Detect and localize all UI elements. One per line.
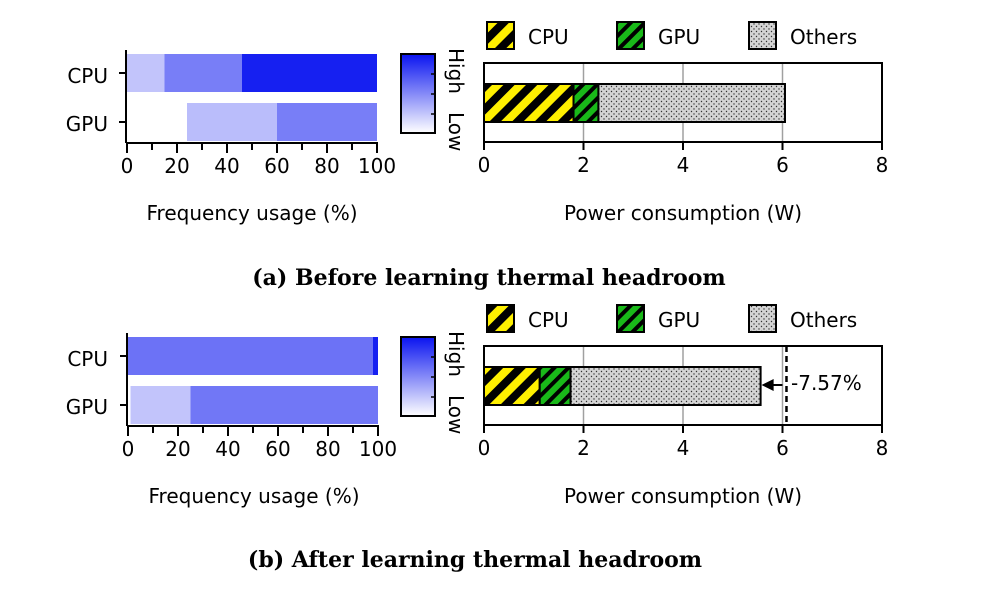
legend: CPU GPU Others bbox=[486, 304, 857, 333]
legend-label: CPU bbox=[528, 308, 569, 332]
power-bar-segment-others bbox=[597, 83, 786, 123]
legend-swatch-others bbox=[748, 21, 777, 50]
power-x-tick-label: 0 bbox=[478, 153, 491, 177]
reduction-annotation: -7.57% bbox=[791, 371, 862, 395]
power-x-axis: 0 2 4 6 8 bbox=[478, 142, 889, 177]
heatmap-x-tick-label: 40 bbox=[214, 154, 239, 178]
heatmap-x-tick-label: 20 bbox=[165, 437, 190, 461]
heatmap-cell bbox=[190, 386, 378, 424]
reduction-arrow bbox=[761, 379, 783, 391]
power-x-tick-label: 0 bbox=[478, 436, 491, 460]
heatmap-x-tick-label: 0 bbox=[121, 154, 134, 178]
power-x-tick-label: 8 bbox=[876, 436, 889, 460]
power-x-axis: 0 2 4 6 8 bbox=[478, 425, 889, 460]
legend-swatch-cpu bbox=[486, 21, 515, 50]
power-x-tick-label: 2 bbox=[577, 153, 590, 177]
power-bar-segment-gpu bbox=[572, 83, 600, 123]
legend-label: GPU bbox=[658, 308, 700, 332]
legend-label: CPU bbox=[528, 25, 569, 49]
power-bar-segment-others bbox=[569, 366, 762, 406]
power-x-tick-label: 6 bbox=[776, 153, 789, 177]
power-bars bbox=[483, 83, 786, 123]
power-bar-segment-cpu bbox=[483, 366, 541, 406]
heatmap-cell bbox=[130, 386, 191, 424]
heatmap-x-tick-label: 60 bbox=[265, 437, 290, 461]
legend-label: GPU bbox=[658, 25, 700, 49]
heatmap-row-label: CPU bbox=[67, 64, 108, 88]
heatmap-x-tick-label: 0 bbox=[122, 437, 135, 461]
legend-label: Others bbox=[790, 25, 857, 49]
heatmap-cell bbox=[127, 54, 165, 92]
power-x-tick-label: 6 bbox=[776, 436, 789, 460]
heatmap-cell bbox=[373, 337, 378, 375]
caption-a: (a) Before learning thermal headroom bbox=[252, 265, 725, 291]
legend-swatch-others bbox=[748, 304, 777, 333]
panel-a: CPU GPU 0 20 40 60 80 100 Frequency usage (%)… bbox=[66, 21, 889, 291]
heatmap-x-tick-label: 100 bbox=[358, 154, 396, 178]
heatmap-x-axis-label: Frequency usage (%) bbox=[147, 201, 358, 225]
heatmap-cell bbox=[164, 54, 242, 92]
colorbar-high-label: High bbox=[444, 331, 468, 377]
heatmap-cells bbox=[128, 337, 378, 424]
heatmap-cell bbox=[277, 103, 377, 141]
arrow-head-icon bbox=[761, 379, 774, 391]
heatmap-row-label: GPU bbox=[66, 395, 108, 419]
heatmap-x-tick-label: 40 bbox=[215, 437, 240, 461]
heatmap-x-tick-label: 100 bbox=[359, 437, 397, 461]
heatmap-cell bbox=[187, 103, 277, 141]
heatmap-row-label: CPU bbox=[67, 347, 108, 371]
heatmap-cell bbox=[128, 337, 373, 375]
power-bars bbox=[483, 366, 762, 406]
legend-swatch-cpu bbox=[486, 304, 515, 333]
heatmap-cell bbox=[127, 103, 187, 141]
legend-swatch-gpu bbox=[616, 304, 645, 333]
heatmap-x-tick-label: 80 bbox=[315, 437, 340, 461]
heatmap-x-tick-label: 60 bbox=[264, 154, 289, 178]
heatmap-cell bbox=[242, 54, 377, 92]
caption-b: (b) After learning thermal headroom bbox=[248, 547, 702, 573]
heatmap-cells bbox=[127, 54, 377, 141]
heatmap-x-axis-label: Frequency usage (%) bbox=[149, 484, 360, 508]
power-bar-segment-cpu bbox=[483, 83, 575, 123]
power-x-tick-label: 2 bbox=[577, 436, 590, 460]
power-x-tick-label: 8 bbox=[876, 153, 889, 177]
heatmap-x-axis: 0 20 40 60 80 100 bbox=[120, 333, 397, 461]
legend-label: Others bbox=[790, 308, 857, 332]
legend-swatch-gpu bbox=[616, 21, 645, 50]
heatmap-x-tick-label: 80 bbox=[314, 154, 339, 178]
colorbar-low-label: Low bbox=[444, 112, 468, 151]
colorbar bbox=[400, 336, 436, 417]
colorbar bbox=[400, 53, 436, 134]
heatmap-x-axis: 0 20 40 60 80 100 bbox=[119, 50, 396, 178]
power-bar-segment-gpu bbox=[538, 366, 572, 406]
power-x-tick-label: 4 bbox=[677, 153, 690, 177]
colorbar-low-label: Low bbox=[444, 395, 468, 434]
power-x-tick-label: 4 bbox=[677, 436, 690, 460]
heatmap-row-label: GPU bbox=[66, 112, 108, 136]
heatmap-cell bbox=[128, 386, 131, 424]
heatmap-x-tick-label: 20 bbox=[164, 154, 189, 178]
legend: CPU GPU Others bbox=[486, 21, 857, 50]
panel-b: CPU GPU 0 20 40 60 80 100 Frequency usage (%)… bbox=[66, 304, 889, 573]
power-x-axis-label: Power consumption (W) bbox=[564, 484, 802, 508]
power-x-axis-label: Power consumption (W) bbox=[564, 201, 802, 225]
colorbar-high-label: High bbox=[444, 48, 468, 94]
